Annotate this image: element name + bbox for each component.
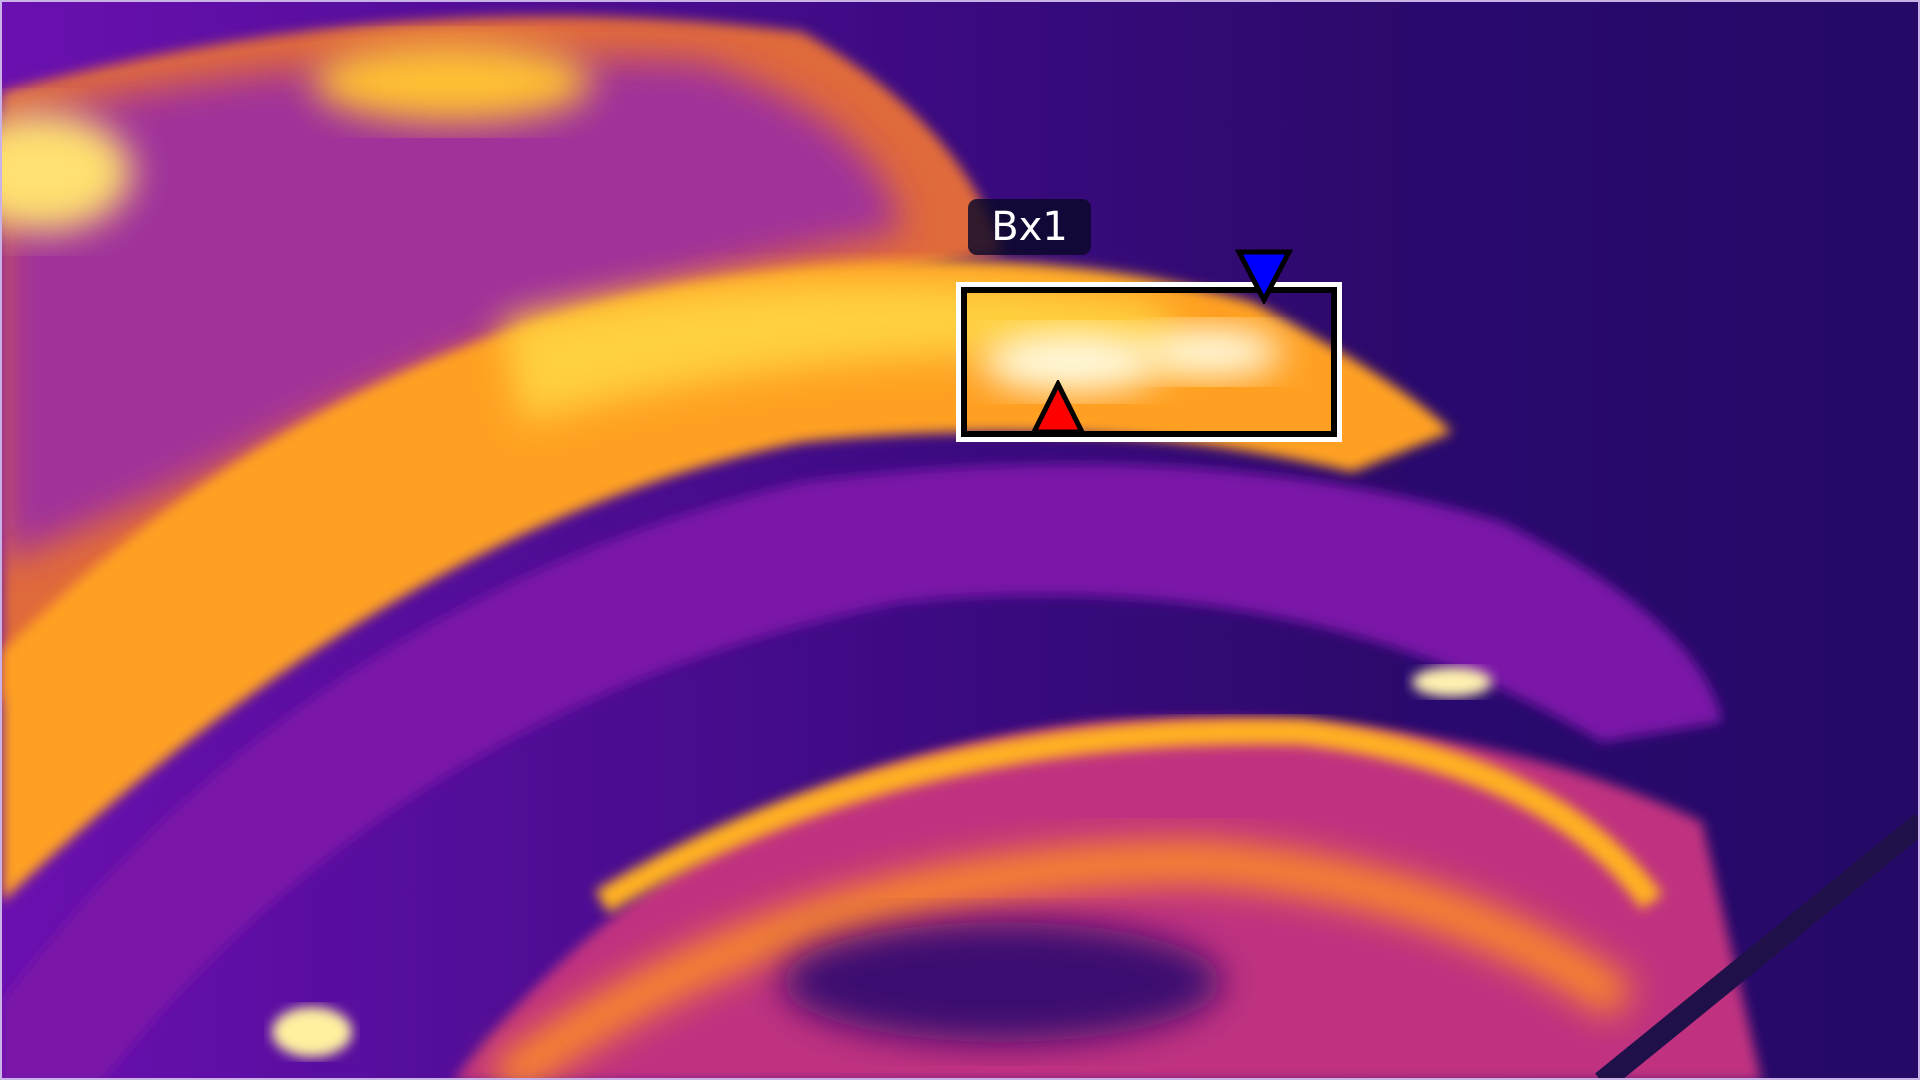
max-temperature-marker-icon [1030,380,1086,435]
measurement-box-border [961,287,1337,437]
measurement-box-bx1[interactable] [956,282,1342,442]
box-label[interactable]: Bx1 [968,199,1091,255]
min-temperature-marker-icon [1234,249,1294,304]
